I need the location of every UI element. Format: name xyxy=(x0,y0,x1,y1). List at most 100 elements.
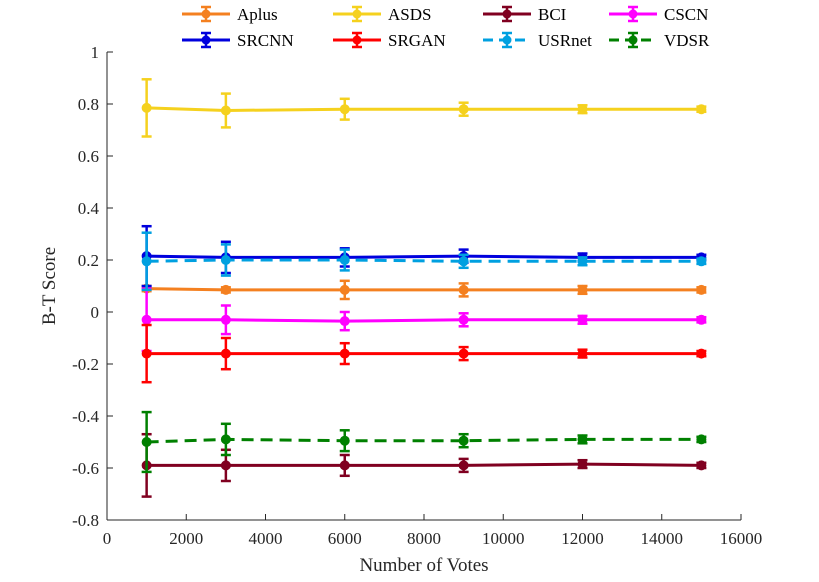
x-tick-label: 8000 xyxy=(407,529,441,548)
series-line xyxy=(146,258,702,263)
y-tick-label: 0.4 xyxy=(78,199,100,218)
data-point xyxy=(339,460,350,471)
data-point xyxy=(696,256,707,267)
data-point xyxy=(220,314,231,325)
x-tick-label: 4000 xyxy=(249,529,283,548)
y-tick-label: -0.8 xyxy=(72,511,99,530)
data-point xyxy=(458,284,469,295)
legend-marker xyxy=(628,9,638,19)
legend-label: BCI xyxy=(538,5,567,24)
data-point xyxy=(577,434,588,445)
data-point xyxy=(458,256,469,267)
data-point xyxy=(577,348,588,359)
data-point xyxy=(220,284,231,295)
legend-item-asds: ASDS xyxy=(333,5,431,24)
legend-marker xyxy=(502,9,512,19)
legend-marker xyxy=(352,35,362,45)
legend: Aplus ASDS BCI CSCN SRCNN SRGAN USRnet VDSR xyxy=(182,5,710,50)
legend-marker xyxy=(628,35,638,45)
x-tick-label: 14000 xyxy=(641,529,684,548)
x-axis-title: Number of Votes xyxy=(359,555,488,576)
legend-item-srgan: SRGAN xyxy=(333,31,446,50)
data-point xyxy=(220,105,231,116)
legend-marker xyxy=(502,35,512,45)
series-line xyxy=(146,287,702,292)
data-point xyxy=(577,459,588,470)
data-point xyxy=(141,102,152,113)
legend-label: SRCNN xyxy=(237,31,294,50)
x-tick-label: 6000 xyxy=(328,529,362,548)
series-asds xyxy=(141,78,707,138)
legend-label: SRGAN xyxy=(388,31,446,50)
data-point xyxy=(220,460,231,471)
data-point xyxy=(141,348,152,359)
y-tick-label: 1 xyxy=(91,43,100,62)
series-usrnet xyxy=(141,231,707,292)
legend-label: VDSR xyxy=(664,31,710,50)
x-tick-label: 12000 xyxy=(561,529,604,548)
y-tick-label: -0.2 xyxy=(72,355,99,374)
legend-item-bci: BCI xyxy=(483,5,567,24)
data-point xyxy=(458,104,469,115)
legend-item-cscn: CSCN xyxy=(609,5,708,24)
legend-marker xyxy=(352,9,362,19)
data-point xyxy=(220,255,231,265)
legend-marker xyxy=(201,35,211,45)
legend-label: ASDS xyxy=(388,5,431,24)
y-tick-label: 0.6 xyxy=(78,147,99,166)
axes: 0 2000 4000 6000 8000 10000 12000 14000 16000 -0.… xyxy=(72,43,762,548)
series-srgan xyxy=(141,323,707,384)
data-point xyxy=(458,460,469,471)
series-aplus xyxy=(141,279,707,301)
y-tick-label: 0.2 xyxy=(78,251,99,270)
legend-item-aplus: Aplus xyxy=(182,5,278,24)
y-tick-label: 0.8 xyxy=(78,95,99,114)
data-point xyxy=(577,256,588,267)
data-point xyxy=(458,435,469,446)
series-line xyxy=(146,318,702,323)
data-point xyxy=(577,104,588,115)
y-tick-label: 0 xyxy=(91,303,100,322)
data-point xyxy=(696,104,707,115)
x-tick-label: 10000 xyxy=(482,529,525,548)
data-point xyxy=(339,284,350,295)
data-point xyxy=(141,314,152,325)
y-tick-label: -0.4 xyxy=(72,407,99,426)
y-axis-title: B-T Score xyxy=(39,247,60,325)
data-point xyxy=(141,256,152,267)
series-vdsr xyxy=(141,410,707,474)
x-tick-label: 16000 xyxy=(720,529,763,548)
data-point xyxy=(339,348,350,359)
series-line xyxy=(146,106,702,113)
series-line xyxy=(146,462,702,467)
data-point xyxy=(696,314,707,325)
data-point xyxy=(339,435,350,446)
legend-label: USRnet xyxy=(538,31,592,50)
data-point xyxy=(458,314,469,325)
data-point xyxy=(577,284,588,295)
x-tick-label: 2000 xyxy=(169,529,203,548)
legend-item-vdsr: VDSR xyxy=(609,31,710,50)
data-point xyxy=(696,434,707,445)
data-point xyxy=(696,348,707,359)
data-point xyxy=(339,316,350,327)
plot-area xyxy=(141,78,707,498)
data-point xyxy=(696,460,707,471)
legend-item-srcnn: SRCNN xyxy=(182,31,294,50)
data-point xyxy=(220,434,231,445)
data-point xyxy=(458,348,469,359)
series-line xyxy=(146,254,702,259)
series-line xyxy=(146,437,702,444)
legend-item-usrnet: USRnet xyxy=(483,31,592,50)
data-point xyxy=(220,348,231,359)
data-point xyxy=(577,314,588,325)
legend-marker xyxy=(201,9,211,19)
legend-label: CSCN xyxy=(664,5,708,24)
x-tick-label: 0 xyxy=(103,529,112,548)
data-point xyxy=(339,104,350,115)
series-cscn xyxy=(141,287,707,353)
y-tick-label: -0.6 xyxy=(72,459,99,478)
data-point xyxy=(141,437,152,447)
data-point xyxy=(696,284,707,295)
